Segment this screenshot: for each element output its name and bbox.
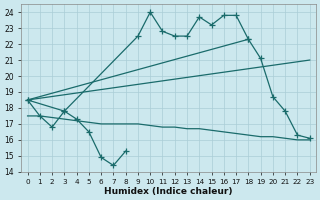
X-axis label: Humidex (Indice chaleur): Humidex (Indice chaleur) — [104, 187, 233, 196]
